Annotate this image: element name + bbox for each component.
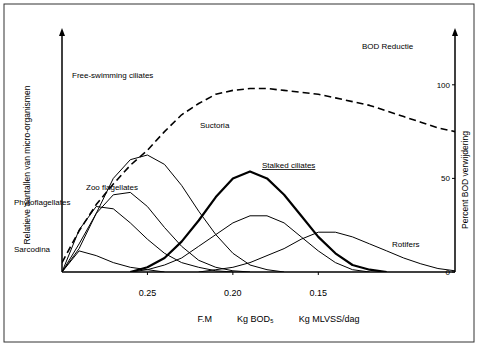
series-label: BOD Reductie (362, 42, 414, 51)
y2-tick-label: 100 (437, 81, 451, 90)
series-label: Zoo flagellates (86, 183, 138, 192)
y-arrow (59, 28, 65, 36)
series-label: Sarcodina (14, 245, 51, 254)
y-axis (61, 32, 63, 272)
x-tick-label: 0.20 (224, 288, 242, 298)
y2-tick-label: 50 (441, 174, 450, 183)
x-label: F.M Kg BOD₅ Kg MLVSS/dag (197, 314, 359, 324)
series-line (62, 89, 455, 263)
series-line (62, 207, 233, 273)
series-line (130, 216, 369, 272)
y2-axis (454, 32, 456, 272)
y2-tick (452, 84, 455, 85)
y-label: Relatieve aantallen van micro-organismen (22, 85, 32, 244)
y2-tick (452, 272, 455, 273)
series-line (62, 192, 250, 272)
series-line (199, 232, 455, 272)
series-label: Phytoflagellates (14, 198, 70, 207)
series-label: Stalked ciliates (262, 161, 315, 170)
series-label: Free-swimming ciliates (72, 71, 153, 80)
series-label: Rotifers (392, 240, 420, 249)
series-label: Suctoria (200, 121, 230, 130)
series-line (130, 171, 386, 272)
y2-arrow (452, 28, 458, 36)
x-tick (147, 272, 148, 275)
x-axis (62, 271, 455, 273)
x-tick (232, 272, 233, 275)
x-tick (318, 272, 319, 275)
x-tick-label: 0.25 (139, 288, 157, 298)
y2-label: Percent BOD verwijdering (460, 131, 470, 229)
x-tick-label: 0.15 (310, 288, 328, 298)
y2-tick (452, 178, 455, 179)
plot-area (62, 89, 455, 273)
frame (4, 4, 474, 342)
chart: 0.250.200.15050100F.M Kg BOD₅ Kg MLVSS/d… (0, 0, 478, 346)
